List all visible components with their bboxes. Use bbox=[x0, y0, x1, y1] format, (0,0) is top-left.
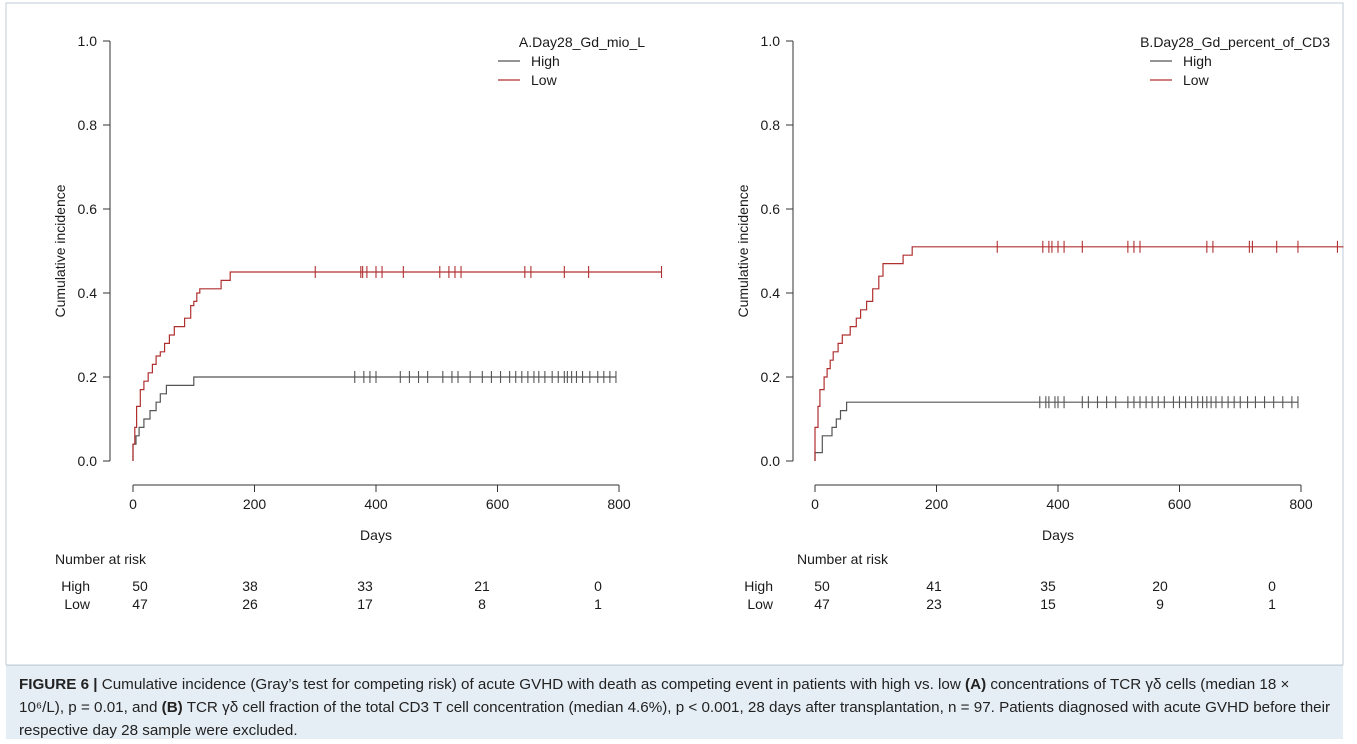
y-axis-label: Cumulative incidence bbox=[735, 184, 751, 317]
x-tick-label: 800 bbox=[607, 496, 631, 512]
y-tick-label: 0.2 bbox=[78, 369, 98, 385]
x-tick-label: 600 bbox=[486, 496, 510, 512]
risk-cell: 1 bbox=[1268, 596, 1276, 612]
caption-text-2: concentrations of TCR γδ cells (median 1… bbox=[19, 676, 1290, 716]
risk-row-label-low: Low bbox=[747, 596, 774, 612]
legend-label-high: High bbox=[1183, 53, 1212, 69]
risk-cell: 50 bbox=[132, 578, 148, 594]
risk-cell: 9 bbox=[1156, 596, 1164, 612]
risk-table-title: Number at risk bbox=[55, 551, 147, 567]
y-tick-label: 1.0 bbox=[761, 33, 781, 49]
risk-row-label-high: High bbox=[61, 578, 90, 594]
risk-cell: 20 bbox=[1152, 578, 1168, 594]
risk-cell: 15 bbox=[1040, 596, 1056, 612]
caption-ref-a: (A) bbox=[965, 676, 987, 693]
figure-caption: FIGURE 6 | Cumulative incidence (Gray’s … bbox=[6, 665, 1343, 739]
caption-label: FIGURE 6 | bbox=[19, 676, 98, 693]
series-line-low bbox=[132, 271, 662, 461]
x-axis-label: Days bbox=[1042, 527, 1074, 543]
caption-ref-b: (B) bbox=[161, 699, 183, 716]
risk-cell: 0 bbox=[594, 578, 602, 594]
panel-b: 0.00.20.40.60.81.00 200 400 600 800DaysCumul… bbox=[735, 33, 1344, 612]
y-tick-label: 0.4 bbox=[78, 285, 98, 301]
series-line-high bbox=[814, 401, 1298, 461]
y-tick-label: 0.4 bbox=[761, 285, 781, 301]
risk-cell: 38 bbox=[242, 578, 258, 594]
x-axis-label: Days bbox=[360, 527, 392, 543]
legend-label-low: Low bbox=[531, 72, 558, 88]
caption-text-1: Cumulative incidence (Gray’s test for co… bbox=[101, 676, 961, 693]
x-tick-label: 600 bbox=[1168, 496, 1192, 512]
x-tick-label: 800 bbox=[1289, 496, 1313, 512]
y-axis-label: Cumulative incidence bbox=[52, 184, 68, 317]
y-tick-label: 1.0 bbox=[78, 33, 98, 49]
chart-title: A.Day28_Gd_mio_L bbox=[519, 34, 645, 50]
y-tick-label: 0.8 bbox=[78, 117, 98, 133]
series-line-high bbox=[132, 376, 616, 461]
y-tick-label: 0.0 bbox=[761, 453, 781, 469]
risk-cell: 47 bbox=[132, 596, 148, 612]
y-tick-label: 0.2 bbox=[761, 369, 781, 385]
x-tick-label: 0 bbox=[811, 496, 819, 512]
legend-label-high: High bbox=[531, 53, 560, 69]
risk-row-label-low: Low bbox=[64, 596, 91, 612]
x-tick-label: 400 bbox=[364, 496, 388, 512]
chart-title: B.Day28_Gd_percent_of_CD3 bbox=[1140, 34, 1330, 50]
x-tick-label: 400 bbox=[1046, 496, 1070, 512]
y-tick-label: 0.0 bbox=[78, 453, 98, 469]
y-tick-label: 0.8 bbox=[761, 117, 781, 133]
risk-cell: 47 bbox=[814, 596, 830, 612]
legend-label-low: Low bbox=[1183, 72, 1210, 88]
risk-cell: 26 bbox=[242, 596, 258, 612]
x-tick-label: 200 bbox=[925, 496, 949, 512]
risk-row-label-high: High bbox=[744, 578, 773, 594]
figure-frame bbox=[5, 2, 1344, 665]
risk-cell: 23 bbox=[926, 596, 942, 612]
x-tick-label: 200 bbox=[243, 496, 267, 512]
risk-cell: 41 bbox=[926, 578, 942, 594]
caption-text-3: TCR γδ cell fraction of the total CD3 T … bbox=[19, 699, 1331, 739]
risk-cell: 35 bbox=[1040, 578, 1056, 594]
figure-panels: 0.00.20.40.60.81.00 200 400 600 800DaysCumul… bbox=[5, 2, 1344, 665]
risk-cell: 21 bbox=[474, 578, 490, 594]
risk-cell: 1 bbox=[594, 596, 602, 612]
risk-cell: 8 bbox=[478, 596, 486, 612]
risk-cell: 50 bbox=[814, 578, 830, 594]
y-tick-label: 0.6 bbox=[78, 201, 98, 217]
risk-cell: 0 bbox=[1268, 578, 1276, 594]
risk-cell: 17 bbox=[357, 596, 373, 612]
x-tick-label: 0 bbox=[129, 496, 137, 512]
risk-table-title: Number at risk bbox=[797, 551, 889, 567]
panel-a: 0.0 0.2 0.4 0.6 0.8 1.0 0 200 400 600 800 Days Cumul… bbox=[52, 33, 663, 612]
y-tick-label: 0.6 bbox=[761, 201, 781, 217]
series-line-low bbox=[814, 246, 1344, 461]
risk-cell: 33 bbox=[357, 578, 373, 594]
